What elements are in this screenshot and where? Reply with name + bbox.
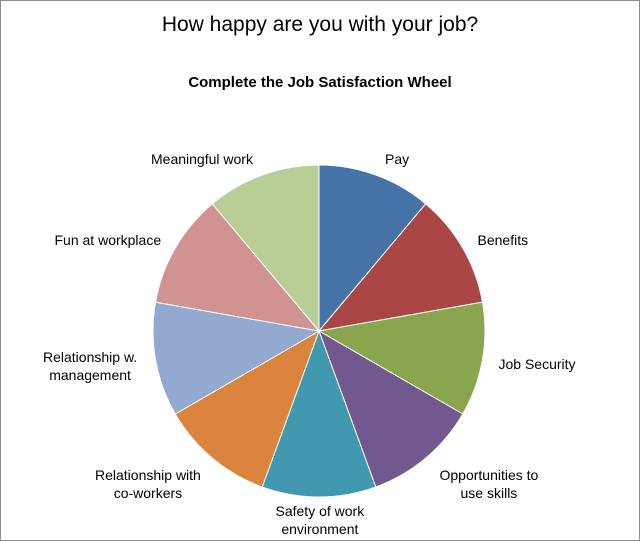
slice-label: Relationship w. management — [43, 348, 137, 384]
slice-label-line: Meaningful work — [151, 151, 253, 167]
slice-label-line: Benefits — [477, 232, 529, 248]
slice-label-line: Relationship with — [95, 467, 201, 483]
slice-label: Safety of work environment — [276, 502, 365, 538]
slice-label-line: Relationship w. — [43, 349, 138, 365]
slice-label: Relationship with co-workers — [95, 466, 201, 502]
slice-label-line: Job Security — [498, 356, 576, 372]
pie-slice — [318, 329, 464, 488]
pie-slice — [152, 301, 321, 415]
slice-label: Benefits — [478, 231, 529, 249]
slice-label: Job Security — [499, 355, 576, 373]
slice-label-line: use skills — [460, 485, 518, 501]
slice-label-line: management — [49, 367, 131, 383]
chart-title: How happy are you with your job? — [161, 13, 479, 36]
pie-slice — [174, 329, 320, 488]
slice-label-line: Pay — [385, 151, 410, 167]
pie-slice — [318, 164, 427, 333]
slice-label-line: Fun at workplace — [54, 232, 162, 248]
pie-slice — [317, 203, 484, 332]
slice-label-line: Safety of work — [275, 503, 365, 519]
slice-label: Fun at workplace — [55, 231, 162, 249]
pie-slice — [154, 203, 321, 332]
slice-label-line: environment — [281, 521, 359, 537]
slice-label-line: Opportunities to — [439, 467, 539, 483]
slice-label-line: co-workers — [113, 485, 183, 501]
pie-slice — [261, 329, 377, 498]
chart-subtitle: Complete the Job Satisfaction Wheel — [188, 74, 452, 91]
pie-slice — [211, 164, 320, 333]
slice-label: Pay — [385, 150, 409, 168]
slice-label: Opportunities to use skills — [440, 466, 539, 502]
pie-slice — [317, 301, 486, 415]
slice-label: Meaningful work — [151, 150, 253, 168]
